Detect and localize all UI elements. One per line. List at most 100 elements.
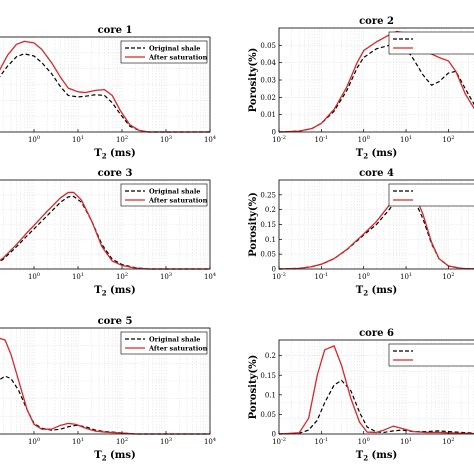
x-tick-label: 104 (204, 272, 216, 281)
legend-label-original: Original shale (149, 44, 200, 52)
x-tick-label-base: 10 (72, 273, 81, 281)
x-tick-label: 104 (204, 135, 216, 144)
x-tick-label-exp: 1 (409, 135, 412, 141)
plot-frame (278, 339, 474, 435)
legend-box (388, 343, 474, 367)
x-tick-label: 100 (358, 272, 370, 281)
x-tick-label: 100 (28, 272, 40, 281)
series-line-original-shale (0, 53, 210, 133)
x-tick-label-base: 10 (272, 438, 281, 446)
x-tick-label: 103 (160, 135, 172, 144)
x-tick-label: 10-1 (314, 437, 328, 446)
y-tick-label: 0.15 (260, 372, 276, 380)
x-tick-label-exp: 0 (37, 272, 40, 278)
x-tick-label: 10-2 (272, 437, 286, 446)
legend-box (388, 183, 474, 207)
x-axis-label-unit: (ms) (368, 285, 397, 296)
x-tick-label-exp: -1 (323, 272, 328, 278)
x-tick-label-base: 10 (358, 438, 367, 446)
x-tick-label: 102 (116, 272, 128, 281)
x-tick-label-exp: 3 (169, 437, 172, 443)
x-tick-label: 102 (116, 437, 128, 446)
x-axis-label: T2 (ms) (356, 285, 397, 298)
y-tick-label: 0.2 (265, 352, 276, 360)
x-axis-label-subscript: 2 (363, 289, 368, 298)
x-tick-label: 102 (442, 135, 454, 144)
x-axis-label-subscript: 2 (363, 454, 368, 463)
x-tick-label: 102 (442, 272, 454, 281)
y-tick-label: 0.05 (260, 42, 276, 50)
x-tick-label: 101 (72, 437, 84, 446)
series-line-original-shale (0, 195, 210, 270)
chart-panel-core-4: 10-2 10-1 100 101 10200.050.10.150.20.25core… (248, 168, 474, 298)
y-tick-label: 0.03 (260, 77, 276, 85)
x-tick-label-base: 10 (204, 273, 213, 281)
y-tick-label: 0 (272, 266, 276, 274)
y-axis-label: Porosity(%) (248, 355, 259, 420)
legend-label-saturation: After saturation (148, 53, 208, 61)
x-tick-label: 102 (442, 437, 454, 446)
x-tick-label-base: 10 (314, 273, 323, 281)
x-tick-label: 101 (400, 135, 412, 144)
x-tick-label-base: 10 (116, 136, 125, 144)
legend (388, 343, 474, 367)
x-axis-label-subscript: 2 (363, 152, 368, 161)
x-tick-label-base: 10 (204, 438, 213, 446)
x-tick-label-exp: 0 (37, 437, 40, 443)
y-tick-label: 0.02 (260, 94, 276, 102)
x-tick-label-base: 10 (400, 273, 409, 281)
y-tick-label: 0.05 (260, 411, 276, 419)
plot-frame (0, 179, 211, 270)
x-tick-label-base: 10 (272, 273, 281, 281)
legend-label-original: Original shale (149, 335, 200, 343)
chart-title: core 4 (359, 168, 394, 179)
y-tick-label: 0.05 (260, 251, 276, 259)
legend (388, 183, 474, 207)
x-axis-label-symbol: T (94, 285, 102, 296)
x-axis-label: T2 (ms) (94, 450, 135, 463)
x-tick-label: 102 (116, 135, 128, 144)
legend-label-saturation: After saturation (148, 344, 208, 352)
x-tick-label: 100 (28, 437, 40, 446)
x-tick-label-base: 10 (272, 136, 281, 144)
x-tick-label-base: 10 (116, 273, 125, 281)
x-axis-label-symbol: T (94, 450, 102, 461)
y-tick-label: 0.04 (260, 59, 276, 67)
x-tick-label-exp: -2 (281, 437, 286, 443)
series-line-after-saturation (0, 191, 210, 270)
x-axis-label: T2 (ms) (356, 148, 397, 161)
y-tick-label: 0 (272, 129, 276, 137)
x-axis-label-subscript: 2 (102, 289, 107, 298)
x-axis-label: T2 (ms) (356, 450, 397, 463)
x-tick-label: 100 (28, 135, 40, 144)
chart-title: core 6 (359, 328, 394, 339)
x-tick-label: 101 (72, 272, 84, 281)
x-tick-label-exp: 4 (213, 437, 216, 443)
x-tick-label-exp: 0 (367, 437, 370, 443)
x-tick-label-base: 10 (358, 273, 367, 281)
x-tick-label: 101 (72, 135, 84, 144)
x-tick-label-base: 10 (28, 438, 37, 446)
x-tick-label: 101 (400, 437, 412, 446)
x-axis-label-subscript: 2 (102, 152, 107, 161)
series-line-original-shale (279, 379, 474, 435)
x-tick-label-base: 10 (442, 438, 451, 446)
x-tick-label-base: 10 (160, 273, 169, 281)
x-tick-label: 103 (160, 272, 172, 281)
x-axis-label: T2 (ms) (94, 285, 135, 298)
x-tick-label-base: 10 (442, 136, 451, 144)
x-tick-label-exp: -1 (323, 135, 328, 141)
x-tick-label-base: 10 (442, 273, 451, 281)
x-tick-label-exp: 4 (213, 135, 216, 141)
x-tick-label-base: 10 (72, 438, 81, 446)
x-tick-label-exp: 3 (169, 272, 172, 278)
x-tick-label-exp: 2 (451, 135, 454, 141)
series-line-after-saturation (0, 337, 210, 435)
x-tick-label-exp: -2 (281, 135, 286, 141)
